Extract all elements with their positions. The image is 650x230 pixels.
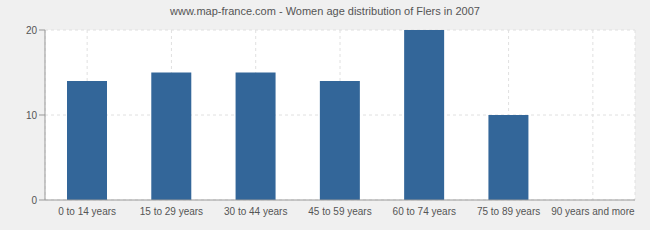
svg-text:75 to 89 years: 75 to 89 years: [477, 206, 540, 217]
svg-text:0 to 14 years: 0 to 14 years: [58, 206, 116, 217]
svg-text:10: 10: [26, 110, 38, 121]
svg-text:20: 20: [26, 25, 38, 36]
svg-text:60 to 74 years: 60 to 74 years: [393, 206, 456, 217]
svg-text:90 years and more: 90 years and more: [551, 206, 635, 217]
svg-text:30 to 44 years: 30 to 44 years: [224, 206, 287, 217]
svg-text:15 to 29 years: 15 to 29 years: [140, 206, 203, 217]
svg-text:0: 0: [31, 195, 37, 206]
html-text:www.map-france.com - Women age: www.map-france.com - Women age distribut…: [170, 5, 480, 17]
svg-text:45 to 59 years: 45 to 59 years: [308, 206, 371, 217]
